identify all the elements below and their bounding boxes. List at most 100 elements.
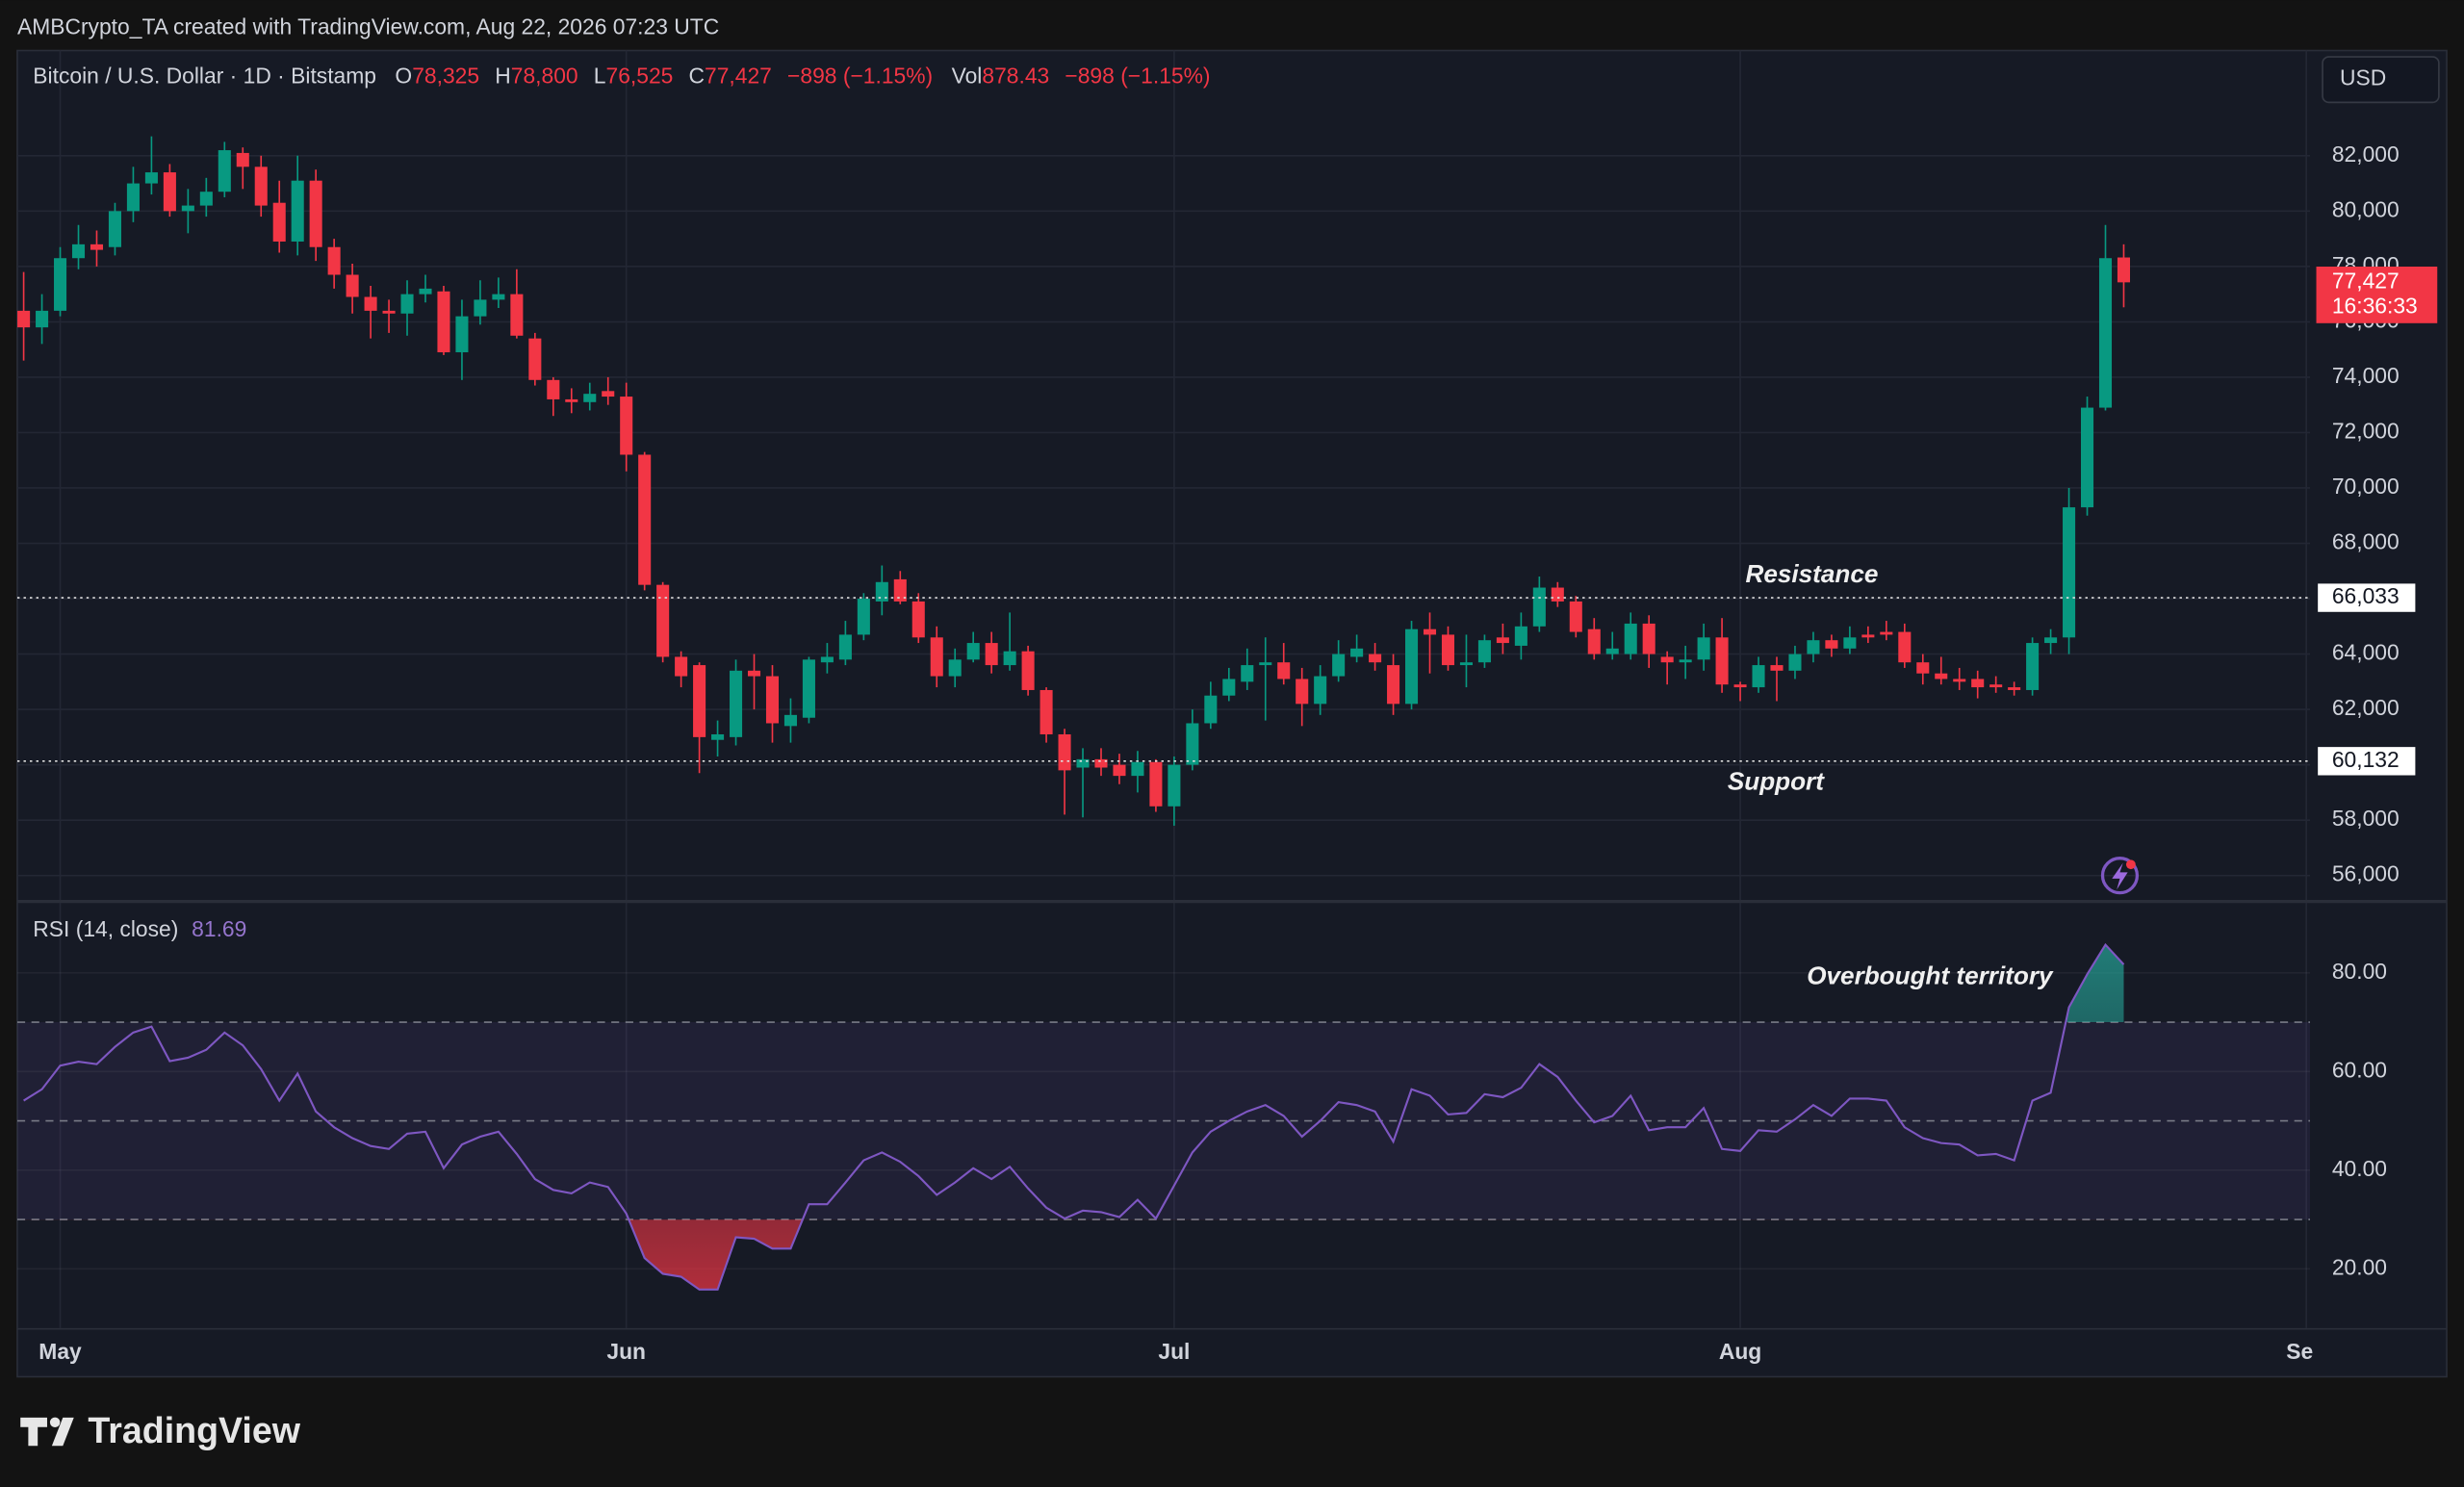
candle-body	[1514, 626, 1527, 646]
candle-body	[1971, 679, 1985, 688]
candle-body	[1953, 679, 1966, 682]
level-label: 66,033	[2332, 583, 2400, 608]
candle-body	[327, 246, 341, 275]
candle-body	[382, 310, 396, 314]
candle-body	[1459, 662, 1473, 666]
candle-body	[17, 310, 31, 328]
y-tick-label: 74,000	[2332, 363, 2400, 388]
candle-body	[364, 296, 377, 311]
candle-body	[1277, 662, 1291, 679]
candle-body	[1843, 637, 1857, 649]
candle-body	[1624, 623, 1637, 654]
currency-button[interactable]	[2322, 56, 2440, 104]
candle-body	[291, 180, 304, 242]
candle-body	[2117, 257, 2131, 283]
candle-body	[620, 397, 633, 455]
candle-body	[765, 676, 780, 724]
candle-body	[1405, 628, 1419, 705]
candle-body	[1369, 654, 1382, 663]
logo-t	[20, 1417, 47, 1447]
icon-dot[interactable]	[2125, 859, 2136, 870]
candle-body	[1697, 637, 1710, 660]
legend: Bitcoin / U.S. Dollar · 1D · Bitstamp O7…	[33, 63, 1210, 88]
candle-body	[2008, 687, 2021, 690]
candle-body	[1168, 764, 1181, 807]
candle-body	[893, 578, 907, 602]
rsi-value: 81.69	[192, 916, 246, 941]
candle-body	[492, 294, 505, 300]
candle-body	[1935, 673, 1948, 679]
x-tick-label: Aug	[1719, 1339, 1761, 1364]
candle-body	[802, 659, 815, 718]
candle-body	[730, 670, 743, 737]
candle-body	[1387, 665, 1400, 705]
candle-body	[1076, 758, 1090, 768]
ohlc-key: H	[495, 63, 511, 88]
candle-body	[1149, 761, 1163, 807]
candle-body	[2044, 637, 2058, 644]
rsi-tick-label: 60.00	[2332, 1057, 2387, 1082]
candle-body	[1296, 679, 1309, 705]
candle-body	[1113, 764, 1126, 777]
candle-body	[1058, 733, 1071, 771]
candle-body	[1861, 634, 1875, 638]
candle-body	[583, 394, 597, 402]
candle-body	[1094, 758, 1108, 768]
rsi-line	[23, 942, 2125, 1291]
lightning-icon[interactable]	[2100, 857, 2140, 895]
candle-body	[71, 244, 86, 259]
level-label-box	[2318, 583, 2416, 612]
candle-body	[474, 299, 487, 317]
candle-body	[838, 634, 852, 660]
currency-label[interactable]: USD	[2340, 65, 2386, 90]
candle-body	[218, 150, 231, 192]
candle-body	[656, 584, 670, 657]
candle-body	[1679, 659, 1692, 663]
rsi-tick-label: 80.00	[2332, 959, 2387, 984]
grid	[16, 50, 2310, 1328]
level-name: Support	[1728, 767, 1825, 796]
candle-body	[1989, 684, 2003, 688]
y-tick-label: 58,000	[2332, 806, 2400, 831]
axes: 56,00058,00060,00062,00064,00066,00068,0…	[1728, 141, 2438, 1279]
candle-body	[1898, 631, 1912, 663]
candle-body	[1642, 623, 1656, 654]
candle-body	[199, 192, 213, 206]
candle-body	[1131, 761, 1144, 777]
candle-body	[1880, 631, 1893, 635]
ohlc-key: C	[689, 63, 706, 88]
candle-body	[857, 599, 870, 635]
candle-body	[693, 665, 706, 737]
candle-body	[783, 714, 797, 727]
candle-body	[1496, 637, 1509, 644]
candle-body	[108, 211, 121, 247]
vol: 878.43	[982, 63, 1049, 88]
ohlc-value: 78,800	[511, 63, 578, 88]
candle-body	[236, 152, 249, 167]
rsi-tick-label: 20.00	[2332, 1254, 2387, 1279]
candle-body	[930, 637, 943, 677]
candle-body	[36, 310, 49, 328]
candle-body	[1003, 651, 1016, 666]
candle-body	[528, 338, 542, 380]
candle-body	[948, 659, 962, 677]
candle-body	[602, 391, 615, 397]
level-label-box	[2318, 747, 2416, 776]
y-tick-label: 68,000	[2332, 529, 2400, 554]
candle-body	[254, 167, 268, 206]
x-tick-label: May	[38, 1339, 82, 1364]
candle-body	[1916, 662, 1930, 674]
candle-body	[2098, 258, 2113, 408]
icon-bolt[interactable]	[2112, 862, 2128, 890]
marks	[16, 136, 2310, 1291]
chart-panel	[16, 49, 2448, 1378]
candle-body	[1222, 679, 1236, 696]
candle-body	[1551, 587, 1564, 602]
brand-logo: TradingView	[20, 1410, 301, 1450]
candle-body	[1186, 723, 1199, 765]
candle-body	[1259, 662, 1272, 666]
y-tick-label: 64,000	[2332, 640, 2400, 665]
icon-ring[interactable]	[2100, 857, 2140, 895]
rsi-background	[16, 971, 2310, 1270]
vol-change: −898 (−1.15%)	[1065, 63, 1210, 88]
